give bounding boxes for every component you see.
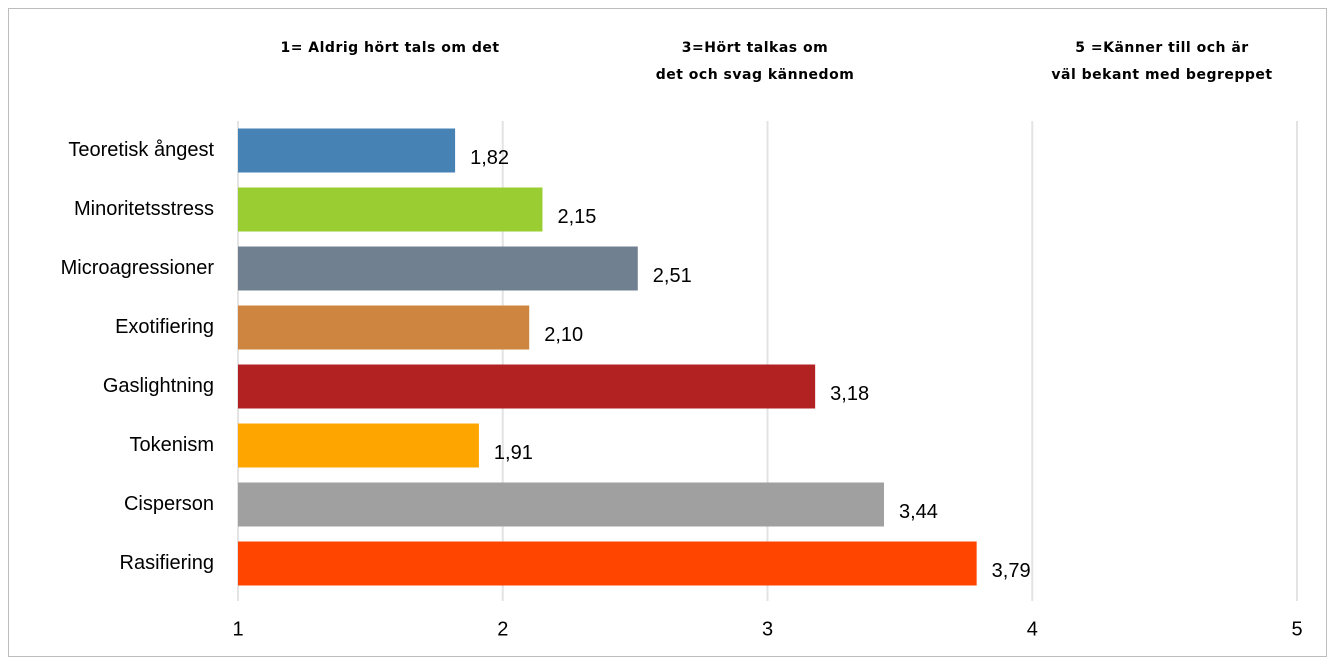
annotation: 1= Aldrig hört tals om det <box>280 40 499 56</box>
y-tick-label: Rasifiering <box>120 552 214 574</box>
bar <box>238 128 456 173</box>
y-tick-label: Cisperson <box>124 493 214 515</box>
data-label: 3,44 <box>899 501 938 523</box>
annotation: 5 =Känner till och är <box>1075 40 1248 56</box>
data-label: 3,18 <box>830 383 869 405</box>
bar <box>238 482 884 527</box>
data-label: 2,51 <box>653 265 692 287</box>
data-label: 1,82 <box>470 147 509 169</box>
bar <box>238 187 543 232</box>
y-tick-label: Exotifiering <box>115 316 214 338</box>
x-tick-label: 5 <box>1291 618 1302 640</box>
x-tick-label: 4 <box>1027 618 1038 640</box>
bar <box>238 541 977 586</box>
x-tick-label: 2 <box>497 618 508 640</box>
x-tick-label: 1 <box>232 618 243 640</box>
annotation: 3=Hört talkas om <box>682 40 828 56</box>
bar <box>238 246 638 291</box>
bar <box>238 364 816 409</box>
y-tick-label: Teoretisk ångest <box>68 139 214 161</box>
bar <box>238 423 479 468</box>
data-label: 2,15 <box>557 206 596 228</box>
annotation: väl bekant med begreppet <box>1051 67 1272 83</box>
data-label: 2,10 <box>544 324 583 346</box>
bar <box>238 305 530 350</box>
data-label: 1,91 <box>494 442 533 464</box>
x-tick-label: 3 <box>762 618 773 640</box>
y-tick-label: Tokenism <box>130 434 214 456</box>
y-tick-label: Microagressioner <box>61 257 215 279</box>
annotation: det och svag kännedom <box>656 67 855 83</box>
data-label: 3,79 <box>992 560 1031 582</box>
y-tick-label: Gaslightning <box>103 375 214 397</box>
y-tick-label: Minoritetsstress <box>74 198 214 220</box>
